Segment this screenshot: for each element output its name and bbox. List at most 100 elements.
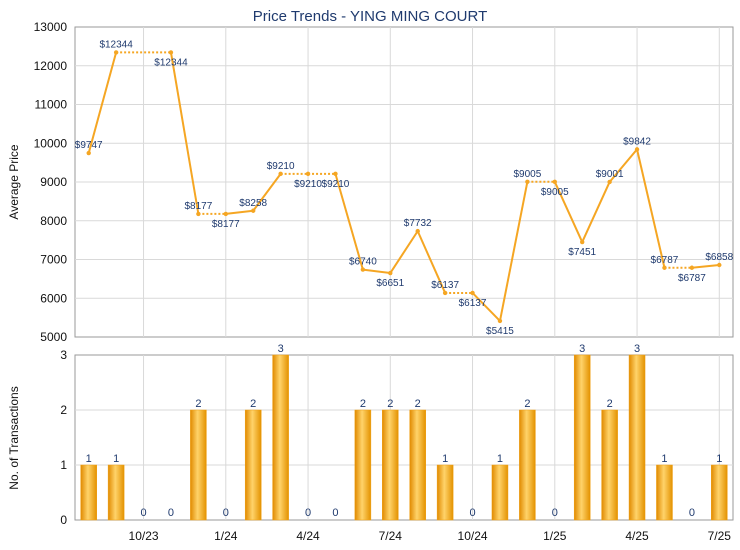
price-point bbox=[580, 239, 585, 245]
price-point bbox=[415, 228, 420, 234]
price-point bbox=[251, 208, 256, 213]
transaction-count-label: 2 bbox=[387, 398, 393, 410]
transaction-count-label: 2 bbox=[250, 398, 256, 410]
price-data-label: $9842 bbox=[623, 136, 651, 147]
transaction-count-label: 0 bbox=[332, 507, 338, 519]
transaction-bar bbox=[80, 464, 97, 521]
price-line-segment bbox=[691, 264, 720, 269]
x-tick-label: 4/25 bbox=[625, 529, 649, 543]
x-tick-label: 10/23 bbox=[129, 529, 159, 543]
price-line-segment bbox=[608, 148, 638, 183]
transaction-count-label: 0 bbox=[168, 507, 174, 519]
price-point bbox=[689, 265, 695, 270]
price-point bbox=[388, 270, 393, 276]
transaction-bar bbox=[409, 409, 426, 521]
transaction-bar bbox=[382, 409, 399, 521]
x-tick-label: 1/24 bbox=[214, 529, 238, 543]
transaction-count-label: 2 bbox=[415, 398, 421, 410]
price-point bbox=[634, 147, 640, 152]
price-y-axis-label: Average Price bbox=[7, 144, 21, 219]
price-line-segment bbox=[416, 230, 447, 294]
price-y-tick-label: 7000 bbox=[40, 253, 67, 267]
transaction-bar bbox=[354, 409, 372, 521]
price-y-tick-label: 11000 bbox=[35, 98, 68, 112]
price-line-segment bbox=[252, 173, 282, 212]
x-tick-label: 1/25 bbox=[543, 529, 567, 543]
price-line-segment bbox=[362, 268, 391, 275]
price-data-label: $7732 bbox=[404, 218, 432, 229]
price-point bbox=[442, 290, 448, 296]
price-data-label: $12344 bbox=[154, 57, 188, 68]
transaction-bar bbox=[656, 464, 673, 521]
transaction-bar bbox=[436, 464, 454, 521]
transaction-bar bbox=[190, 409, 207, 521]
price-y-tick-label: 9000 bbox=[40, 175, 67, 189]
price-point bbox=[333, 171, 338, 177]
price-point bbox=[223, 211, 228, 217]
price-data-label: $7451 bbox=[568, 247, 596, 258]
price-data-label: $8177 bbox=[212, 219, 240, 230]
price-point bbox=[470, 290, 475, 296]
price-line-segment bbox=[225, 209, 254, 215]
price-data-label: $6651 bbox=[376, 278, 404, 289]
price-point bbox=[607, 179, 612, 185]
price-data-label: $9747 bbox=[75, 140, 103, 151]
x-tick-label: 7/25 bbox=[708, 529, 732, 543]
price-data-label: $5415 bbox=[486, 326, 514, 337]
transaction-bar bbox=[107, 464, 125, 521]
price-point bbox=[552, 179, 557, 185]
price-data-label: $9001 bbox=[596, 169, 624, 180]
price-data-label: $8258 bbox=[239, 198, 267, 209]
transaction-count-label: 1 bbox=[442, 453, 448, 465]
price-point bbox=[196, 211, 201, 217]
chart-title: Price Trends - YING MING COURT bbox=[253, 8, 488, 25]
transaction-count-label: 1 bbox=[497, 453, 503, 465]
price-line-segment bbox=[169, 52, 200, 215]
transaction-count-label: 1 bbox=[661, 453, 667, 465]
price-data-label: $9210 bbox=[322, 179, 350, 190]
x-tick-label: 10/24 bbox=[458, 529, 488, 543]
price-data-label: $6787 bbox=[678, 273, 706, 284]
transaction-count-label: 0 bbox=[469, 507, 475, 519]
transactions-y-tick-label: 0 bbox=[60, 513, 67, 527]
price-point bbox=[525, 179, 530, 185]
transaction-count-label: 0 bbox=[689, 507, 695, 519]
transaction-count-label: 0 bbox=[223, 507, 229, 519]
price-line-segment bbox=[636, 149, 666, 268]
price-y-tick-label: 6000 bbox=[40, 291, 67, 305]
transactions-panel: 0 1 2 3 No. of Transactions 1 1 0 0 2 0 2 3 0 0 2 2 2 1 0… bbox=[7, 343, 734, 527]
price-point bbox=[168, 50, 174, 55]
price-point bbox=[662, 265, 667, 270]
price-data-label: $6137 bbox=[459, 298, 487, 309]
transaction-count-label: 1 bbox=[86, 453, 92, 465]
price-data-label: $6137 bbox=[431, 280, 459, 291]
transaction-count-label: 1 bbox=[113, 453, 119, 465]
price-point bbox=[86, 150, 91, 156]
price-line-segment bbox=[334, 173, 364, 270]
transaction-bar bbox=[573, 354, 591, 521]
transaction-count-label: 2 bbox=[360, 398, 366, 410]
price-point bbox=[360, 267, 366, 272]
price-point bbox=[305, 171, 311, 177]
transaction-count-label: 0 bbox=[552, 507, 558, 519]
x-tick-label: 4/24 bbox=[296, 529, 320, 543]
transactions-y-axis-label: No. of Transactions bbox=[7, 386, 21, 489]
price-y-tick-label: 5000 bbox=[40, 330, 67, 344]
price-point bbox=[717, 262, 722, 268]
price-data-label: $6787 bbox=[651, 255, 679, 266]
transaction-count-label: 2 bbox=[524, 398, 530, 410]
transaction-bar bbox=[628, 354, 646, 521]
transaction-bar bbox=[711, 464, 728, 521]
transaction-bar bbox=[244, 409, 262, 521]
transaction-count-label: 3 bbox=[579, 343, 585, 355]
price-point bbox=[497, 318, 503, 324]
price-data-label: $12344 bbox=[99, 39, 133, 50]
price-data-label: $9210 bbox=[294, 179, 322, 190]
transaction-count-label: 0 bbox=[140, 507, 146, 519]
transaction-bar bbox=[491, 464, 509, 521]
price-data-label: $6858 bbox=[705, 252, 733, 263]
price-point bbox=[278, 171, 283, 177]
transaction-count-label: 0 bbox=[305, 507, 311, 519]
price-panel: 5000 6000 7000 8000 9000 10000 11000 12000 13000… bbox=[7, 20, 734, 344]
transactions-y-tick-label: 1 bbox=[60, 458, 67, 472]
